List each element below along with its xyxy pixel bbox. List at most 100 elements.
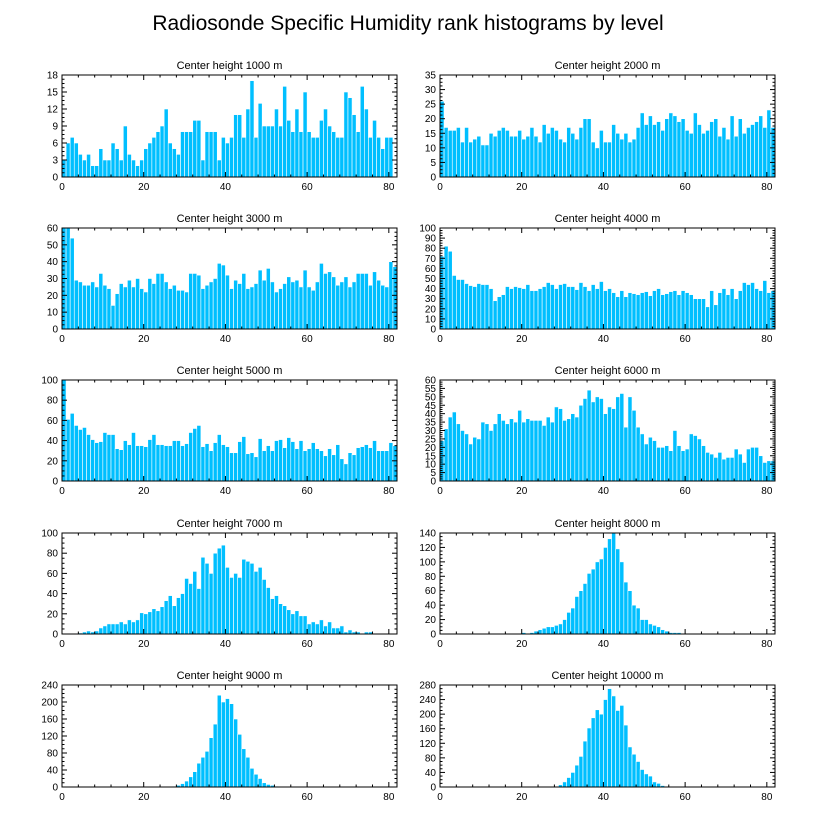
histogram-bar (635, 761, 641, 788)
histogram-bar (114, 148, 120, 178)
histogram-bar (631, 293, 637, 330)
histogram-bar (335, 284, 341, 330)
histogram-bar (643, 124, 649, 178)
histogram-bar (725, 294, 731, 330)
histogram-bar (509, 288, 514, 330)
histogram-bar (184, 131, 189, 178)
y-tick-label: 200 (419, 710, 436, 721)
histogram-bar (713, 304, 719, 330)
histogram-bar (249, 562, 255, 635)
x-tick-label: 60 (680, 334, 692, 345)
histogram-bar (184, 780, 189, 788)
histogram-bar (635, 127, 641, 178)
histogram-bar (188, 273, 194, 330)
y-tick-label: 50 (425, 274, 437, 285)
histogram-bar (603, 141, 608, 178)
histogram-bar (750, 124, 755, 178)
y-tick-label: 40 (47, 257, 59, 268)
histogram-bar (265, 268, 271, 330)
histogram-bar (270, 598, 275, 635)
y-tick-label: 0 (52, 477, 58, 488)
histogram-bar (225, 698, 230, 788)
histogram-bar (233, 718, 238, 788)
histogram-bar (709, 121, 715, 178)
histogram-bar (282, 447, 287, 482)
histogram-bar (607, 688, 612, 788)
histogram-bar (225, 142, 230, 178)
histogram-bar (766, 109, 772, 178)
histogram-bar (472, 138, 478, 178)
histogram-bar (484, 144, 490, 178)
histogram-bar (314, 448, 320, 482)
y-tick-label: 120 (419, 739, 436, 750)
histogram-bar (447, 130, 453, 178)
x-tick-label: 0 (437, 639, 443, 650)
histogram-bar (578, 127, 584, 178)
histogram-bar (278, 288, 283, 330)
histogram-bar (742, 462, 747, 482)
histogram-bar (298, 440, 304, 482)
histogram-bar (216, 434, 222, 482)
y-tick-label: 50 (47, 240, 59, 251)
x-tick-label: 60 (680, 639, 692, 650)
histogram-bar (488, 288, 494, 330)
y-tick-label: 10 (425, 143, 437, 154)
histogram-bar (635, 294, 641, 330)
y-tick-label: 160 (41, 715, 58, 726)
y-tick-label: 100 (419, 224, 436, 235)
histogram-bar (566, 418, 572, 482)
histogram-bar (717, 292, 723, 330)
histogram-bar (249, 767, 255, 788)
histogram-bar (310, 621, 316, 635)
histogram-bar (746, 448, 751, 482)
histogram-bar (599, 713, 604, 788)
histogram-bar (118, 449, 124, 482)
x-tick-label: 80 (761, 486, 773, 497)
histogram-bar (562, 420, 567, 482)
histogram-bar (131, 621, 136, 635)
y-tick-label: 20 (425, 443, 437, 454)
histogram-bar (594, 709, 600, 788)
histogram-bar (208, 737, 214, 788)
y-tick-label: 60 (425, 264, 437, 275)
histogram-bar (668, 450, 674, 482)
histogram-bar (652, 781, 657, 788)
histogram-bar (306, 131, 312, 178)
histogram-bar (196, 120, 202, 178)
histogram-bar (627, 141, 633, 178)
histogram-bar (163, 445, 169, 482)
histogram-bar (253, 773, 259, 788)
x-tick-label: 0 (59, 334, 65, 345)
histogram-bar (265, 587, 271, 635)
histogram-bar (460, 430, 465, 482)
histogram-bar (82, 427, 87, 482)
histogram-bar (586, 727, 592, 788)
histogram-bar (652, 440, 657, 482)
histogram-bar (725, 457, 731, 482)
histogram-bar (163, 600, 169, 635)
histogram-bar (343, 91, 349, 178)
histogram-bar (327, 271, 332, 330)
histogram-bar (122, 125, 128, 178)
histogram-bar (298, 131, 304, 178)
x-tick-label: 0 (437, 486, 443, 497)
histogram-bar (274, 440, 279, 482)
histogram-bar (537, 141, 543, 178)
histogram-bar (648, 775, 653, 788)
histogram-bar (562, 283, 567, 330)
histogram-bar (261, 450, 267, 482)
histogram-bar (176, 440, 181, 482)
histogram-bar (229, 288, 234, 330)
histogram-bar (127, 619, 132, 635)
histogram-bar (754, 121, 759, 178)
histogram-bar (697, 298, 702, 330)
histogram-bar (635, 426, 641, 482)
histogram-bar (688, 433, 694, 482)
histogram-bar (594, 561, 600, 635)
panel-title: Center height 9000 m (177, 670, 283, 682)
histogram-bar (184, 291, 189, 330)
histogram-bar (631, 604, 637, 635)
histogram-bar (139, 288, 145, 330)
histogram-bar (216, 263, 222, 330)
histogram-bar (73, 279, 79, 330)
